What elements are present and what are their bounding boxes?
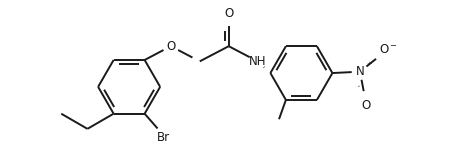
Text: O: O — [224, 7, 233, 20]
Text: O$^-$: O$^-$ — [379, 43, 398, 56]
Text: NH: NH — [249, 55, 266, 68]
Text: O: O — [166, 40, 175, 53]
Text: N: N — [356, 65, 365, 78]
Text: Br: Br — [157, 131, 171, 144]
Text: O: O — [361, 99, 370, 112]
Text: $^+$: $^+$ — [365, 61, 373, 70]
